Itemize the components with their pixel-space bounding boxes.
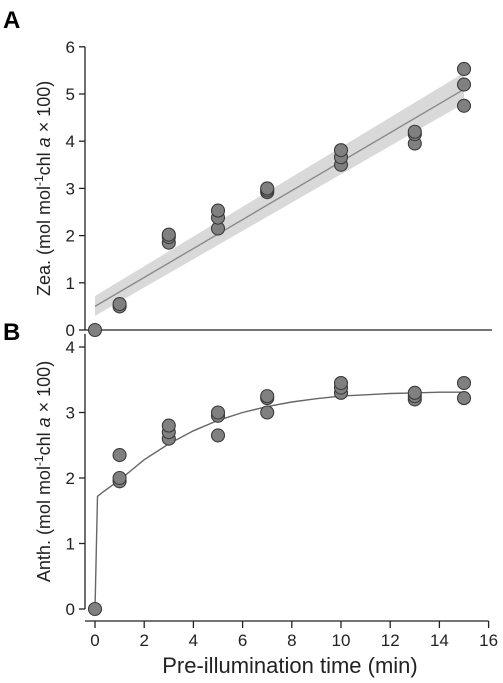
data-point <box>161 418 176 433</box>
data-point <box>260 389 275 404</box>
confidence-band <box>95 72 464 316</box>
y-tick-label: 4 <box>66 132 75 151</box>
panel-b-label: B <box>3 319 20 346</box>
y-tick-label: 0 <box>66 600 75 619</box>
data-point <box>210 405 226 420</box>
x-tick-label: 14 <box>430 631 449 650</box>
data-point <box>112 448 127 463</box>
y-axis-title: Zea. (mol mol-1chl a × 100) <box>32 81 54 296</box>
data-point <box>210 428 226 443</box>
data-point <box>456 77 472 92</box>
data-point <box>112 470 127 486</box>
x-tick-label: 0 <box>90 631 99 650</box>
data-point <box>87 601 103 617</box>
data-point <box>260 181 275 196</box>
data-point <box>87 322 103 338</box>
y-tick-label: 3 <box>66 404 75 423</box>
x-axis-title: Pre-illumination time (min) <box>162 653 418 678</box>
data-point <box>333 375 349 391</box>
x-tick-label: 2 <box>139 631 148 650</box>
y-tick-label: 1 <box>66 535 75 554</box>
fit-line <box>94 391 464 610</box>
y-tick-label: 0 <box>66 321 75 340</box>
x-tick-label: 10 <box>332 631 351 650</box>
data-point <box>161 227 176 242</box>
data-point <box>456 98 472 113</box>
panel-a: 0 1 2 3 4 5 6 Zea. (mol mol-1chl a × 100) <box>32 38 492 340</box>
y-tick-label: 4 <box>66 338 75 357</box>
x-tick-label: 4 <box>189 631 198 650</box>
data-point <box>210 203 226 218</box>
data-point <box>112 296 127 312</box>
x-tick-label: 8 <box>287 631 296 650</box>
y-tick-label: 2 <box>66 227 75 246</box>
data-point <box>333 143 349 158</box>
x-tick-label: 6 <box>238 631 247 650</box>
data-point <box>407 385 422 400</box>
y-tick-label: 2 <box>66 469 75 488</box>
y-tick-label: 3 <box>66 179 75 198</box>
data-point <box>456 61 472 77</box>
y-axis-title: Anth. (mol mol-1chl a × 100) <box>32 361 54 582</box>
y-tick-label: 5 <box>66 85 75 104</box>
panel-a-label: A <box>3 7 20 34</box>
y-tick-label: 6 <box>66 38 75 57</box>
data-point <box>456 375 472 391</box>
x-tick-label: 12 <box>381 631 400 650</box>
data-point <box>260 405 275 420</box>
x-tick-label: 16 <box>479 631 498 650</box>
data-point <box>407 124 422 139</box>
data-point <box>456 391 472 406</box>
y-tick-label: 1 <box>66 274 75 293</box>
fit-line <box>94 88 465 308</box>
